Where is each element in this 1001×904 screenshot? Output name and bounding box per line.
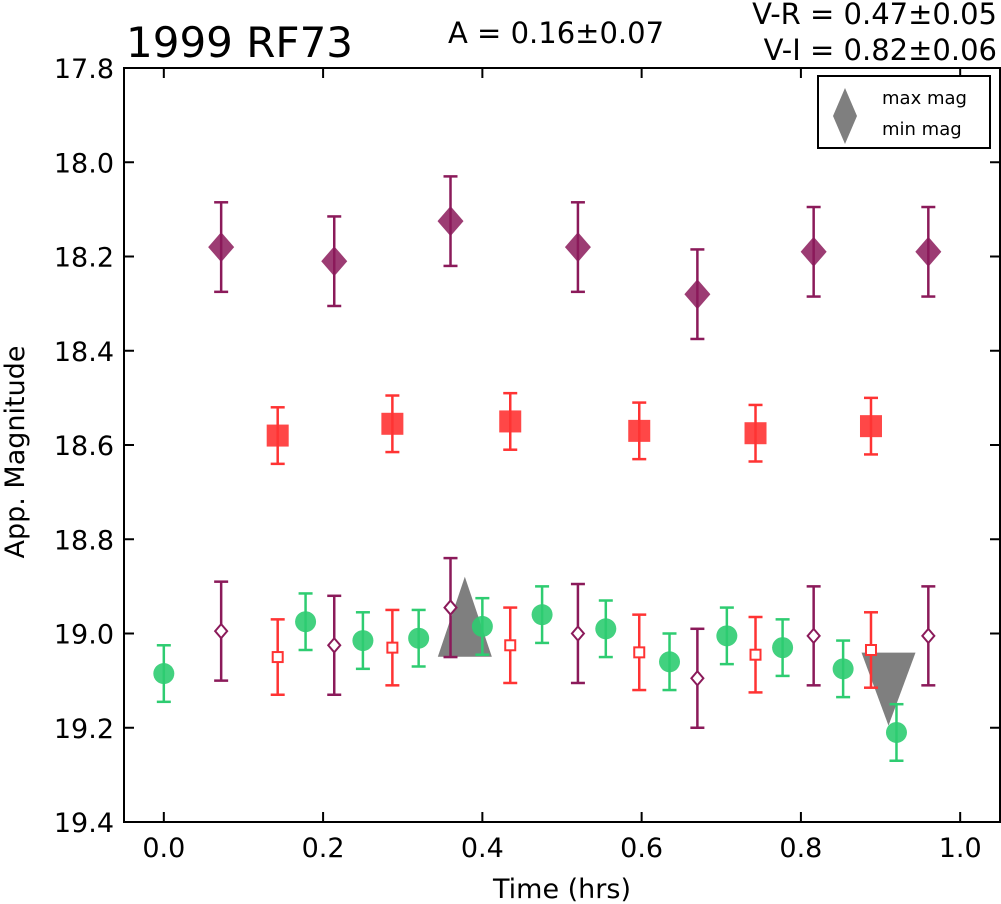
data-point: [443, 599, 458, 617]
y-tick-label: 19.2: [54, 714, 114, 745]
data-point: [266, 424, 289, 447]
x-tick-label: 0.4: [461, 833, 504, 864]
y-axis-label: App. Magnitude: [0, 346, 31, 559]
y-tick-label: 18.6: [54, 431, 114, 462]
data-point: [915, 236, 942, 267]
data-point: [386, 641, 399, 654]
data-point: [499, 410, 522, 433]
legend: max mag min mag: [817, 75, 991, 149]
data-point: [864, 643, 877, 656]
y-tick-label: 19.0: [54, 620, 114, 651]
data-point: [832, 658, 854, 680]
data-point: [749, 648, 762, 661]
data-point: [408, 627, 430, 649]
data-point: [859, 415, 882, 438]
data-point: [690, 669, 705, 687]
data-point: [716, 625, 738, 647]
data-point: [806, 627, 821, 645]
v-r-annotation: V-R = 0.47±0.05: [752, 0, 997, 31]
chart-title: 1999 RF73: [126, 18, 353, 67]
x-tick-label: 0.2: [302, 833, 345, 864]
data-point: [437, 206, 464, 237]
data-point: [531, 604, 553, 626]
min-mag-marker: [861, 652, 916, 726]
legend-min-mag-label: min mag: [882, 119, 962, 140]
v-i-annotation: V-I = 0.82±0.06: [764, 33, 997, 67]
y-tick-label: 18.8: [54, 525, 114, 556]
data-point: [504, 639, 517, 652]
data-point: [321, 246, 348, 277]
plot-marks: [153, 175, 942, 762]
data-point: [885, 721, 907, 743]
amplitude-annotation: A = 0.16±0.07: [448, 16, 664, 50]
y-tick-label: 18.4: [54, 337, 114, 368]
axis-ticks: 0.0 0.2 0.4 0.6 0.8 1.0 17.8 18.0 18.2 18.4 18.6 18…: [54, 54, 1000, 864]
data-point: [295, 611, 317, 633]
y-tick-label: 18.0: [54, 148, 114, 179]
data-point: [326, 636, 342, 654]
data-point: [213, 622, 229, 640]
data-point: [772, 637, 794, 659]
data-point: [744, 422, 767, 445]
y-tick-label: 18.2: [54, 243, 114, 274]
data-point: [271, 651, 284, 664]
data-point: [628, 419, 651, 442]
data-point: [595, 618, 617, 640]
x-tick-label: 0.6: [620, 833, 663, 864]
data-point: [570, 624, 586, 643]
data-point: [684, 279, 711, 310]
data-point: [471, 615, 493, 637]
data-point: [800, 236, 827, 267]
legend-max-mag-label: max mag: [882, 88, 967, 109]
x-axis-label: Time (hrs): [492, 874, 631, 904]
legend-max-mag-marker: [833, 88, 857, 116]
x-tick-label: 0.0: [142, 833, 185, 864]
data-point: [153, 663, 175, 685]
plot-frame: [123, 67, 1001, 823]
data-point: [208, 232, 235, 263]
y-tick-label: 17.8: [54, 54, 114, 85]
data-point: [921, 627, 936, 645]
data-point: [633, 646, 646, 659]
legend-min-mag-marker: [833, 116, 857, 144]
x-tick-label: 1.0: [939, 833, 982, 864]
x-tick-label: 0.8: [779, 833, 822, 864]
data-point: [381, 412, 404, 435]
data-point: [659, 651, 681, 673]
data-point: [564, 232, 591, 263]
data-point: [352, 630, 374, 652]
y-tick-label: 19.4: [54, 808, 114, 839]
